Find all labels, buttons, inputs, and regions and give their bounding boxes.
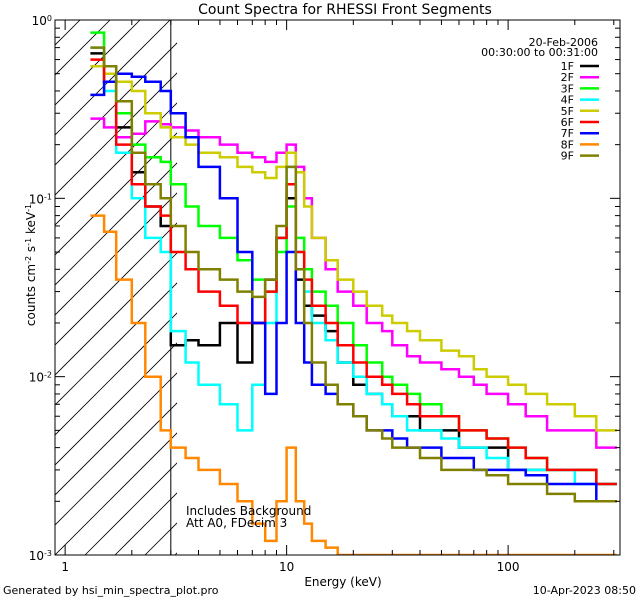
x-tick-label: 1	[61, 560, 69, 574]
series-line-7F	[90, 72, 617, 503]
hatch-line	[55, 252, 177, 376]
y-tick-base: 10	[29, 549, 44, 563]
x-axis-label: Energy (keV)	[304, 575, 381, 589]
hatch-line	[55, 42, 177, 166]
legend-label-5F: 5F	[561, 105, 574, 118]
hatch-line	[55, 402, 177, 526]
legend-label-6F: 6F	[561, 116, 574, 129]
hatch-line	[55, 222, 177, 346]
y-tick-exponent: -3	[44, 549, 52, 558]
y-axis-label-exp3: -1	[24, 204, 33, 212]
series-group	[90, 31, 617, 555]
y-axis-label: counts cm-2 s-1 keV-1	[24, 204, 39, 326]
hatch-line	[55, 342, 177, 466]
legend-label-4F: 4F	[561, 94, 574, 107]
series-line-6F	[90, 58, 617, 486]
y-tick-label: 100	[32, 14, 52, 29]
legend-label-7F: 7F	[561, 127, 574, 140]
y-tick-label: 10-2	[29, 370, 52, 385]
y-axis-label-end: keV	[24, 211, 38, 238]
y-tick-base: 10	[29, 192, 44, 206]
series-line-8F	[90, 214, 617, 555]
y-tick-exponent: -2	[44, 370, 52, 379]
hatch-line	[55, 20, 171, 136]
series-line-5F	[90, 65, 617, 432]
y-axis-label-mid: s	[24, 246, 38, 256]
series-line-9F	[90, 46, 617, 503]
footer-generated-by: Generated by hsi_min_spectra_plot.pro	[3, 584, 219, 597]
hatch-line	[55, 162, 177, 286]
observation-date: 20-Feb-2006	[529, 36, 598, 49]
y-tick-base: 10	[29, 371, 44, 385]
y-tick-label: 10-1	[29, 192, 52, 207]
annotation-background: Includes Background	[186, 504, 311, 518]
y-tick-exponent: -1	[44, 192, 52, 201]
hatch-line	[55, 372, 177, 496]
legend-label-1F: 1F	[561, 60, 574, 73]
y-tick-base: 10	[32, 14, 47, 28]
y-tick-label: 10-3	[29, 549, 52, 564]
chart-title: Count Spectra for RHESSI Front Segments	[198, 2, 492, 18]
observation-time-range: 00:30:00 to 00:31:00	[481, 46, 598, 59]
legend-label-9F: 9F	[561, 150, 574, 163]
axis-ticks	[55, 19, 620, 556]
y-axis-label-main: counts cm	[24, 264, 38, 326]
legend-label-3F: 3F	[561, 82, 574, 95]
hatch-line	[55, 432, 177, 555]
legend-label-2F: 2F	[561, 71, 574, 84]
x-tick-label: 10	[279, 560, 294, 574]
hatch-line	[55, 20, 111, 76]
y-axis-label-exp2: -1	[24, 238, 33, 246]
y-axis-label-exp1: -2	[24, 256, 33, 264]
x-tick-label: 100	[497, 560, 520, 574]
plot-frame	[54, 19, 621, 556]
y-tick-exponent: 0	[47, 14, 52, 23]
annotation-attenuator: Att A0, FDecim 3	[186, 516, 287, 530]
legend-label-8F: 8F	[561, 138, 574, 151]
footer-timestamp: 10-Apr-2023 08:50	[533, 584, 636, 597]
